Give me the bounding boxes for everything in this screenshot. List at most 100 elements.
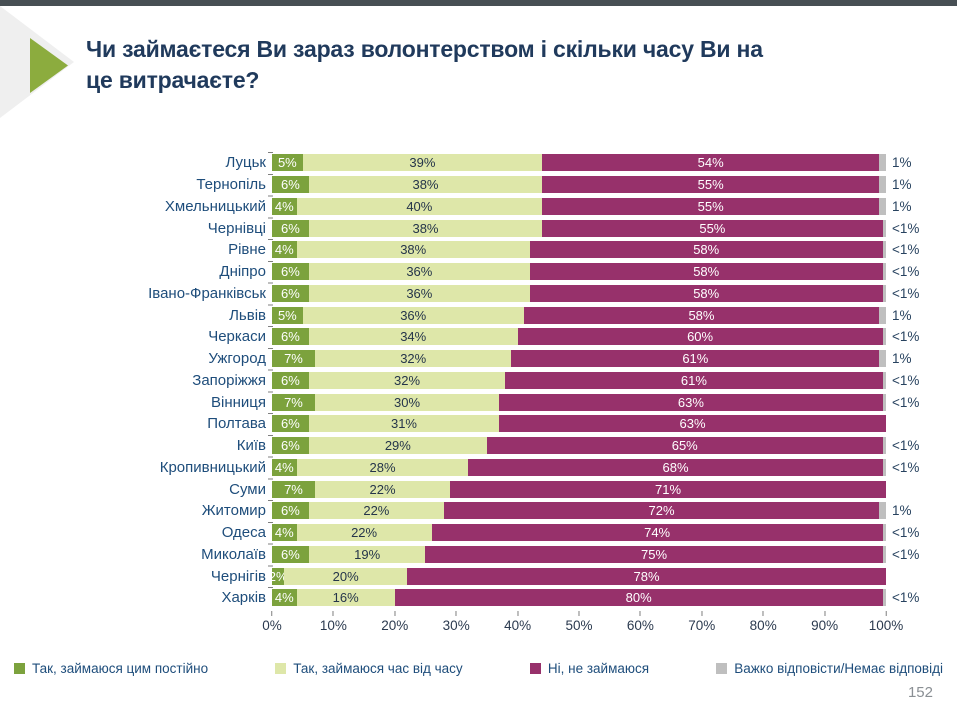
x-axis-tick: 90% [811,610,838,633]
category-label: Суми [229,480,266,498]
x-axis-tick: 80% [750,610,777,633]
category-label: Черкаси [208,328,266,346]
x-axis-tick: 70% [688,610,715,633]
category-label: Тернопіль [196,176,266,194]
x-axis: 0% 10% 20% 30% 40% 50% 60% 70% 80% 90% 100% [262,610,903,637]
x-axis-tick: 10% [320,610,347,633]
bar-segment-occasionally: 22% [308,502,444,520]
legend-label: Важко відповісти/Немає відповіді [734,661,943,676]
bar-segment-constantly: 2% [268,567,288,585]
bar-segment-occasionally: 28% [296,458,469,476]
bar-track: 5% 36% 58% [272,306,886,324]
no-answer-value-label: <1% [892,459,920,475]
category-label: Миколаїв [201,545,266,563]
x-axis-tick: 30% [443,610,470,633]
bar-segment-occasionally: 30% [314,393,500,411]
chart-row: Харків 4% 16% 80% <1% [22,587,956,609]
chart-row: Ужгород 7% 32% 61% 1% [22,348,956,370]
legend-swatch-icon [275,663,287,674]
bar-segment-occasionally: 36% [308,263,530,281]
chart-rows: Луцьк 5% 39% 54% 1% Тернопіль 6% 38% 55% 1% Хмельн… [22,152,956,609]
bar-segment-not-volunteering: 58% [523,306,880,324]
bar-segment-not-volunteering: 80% [394,589,883,607]
bar-segment-not-volunteering: 63% [499,393,883,411]
no-answer-value-label: <1% [892,590,920,606]
chart-row: Кропивницький 4% 28% 68% <1% [22,457,956,479]
no-answer-value-label: <1% [892,329,920,345]
chart-row: Львів 5% 36% 58% 1% [22,304,956,326]
bar-track: 6% 32% 61% [272,371,886,389]
bar-segment-no-answer [882,219,886,237]
legend-swatch-icon [14,663,25,674]
bar-segment-occasionally: 20% [284,567,408,585]
bar-segment-constantly: 6% [272,328,309,346]
category-label: Запоріжжя [192,371,266,389]
bar-segment-no-answer [882,437,886,455]
bar-segment-no-answer [882,524,886,542]
bar-segment-no-answer [879,176,886,194]
bar-track: 4% 22% 74% [272,524,886,542]
category-label: Рівне [228,241,266,259]
slide-title-line2: це витрачаєте? [86,67,260,93]
bar-track: 4% 16% 80% [272,589,886,607]
chart-row: Черкаси 6% 34% 60% <1% [22,326,956,348]
category-label: Чернігів [210,567,266,585]
category-label: Ужгород [208,350,266,368]
bar-track: 6% 38% 55% [272,176,886,194]
page-number: 152 [907,684,933,701]
bar-segment-no-answer [882,393,886,411]
legend-item: Так, займаюся цим постійно [14,661,208,676]
bar-segment-no-answer [879,154,886,172]
bar-track: 6% 36% 58% [272,284,886,302]
category-label: Дніпро [219,263,266,281]
legend-label: Ні, не займаюся [547,661,650,676]
no-answer-value-label: <1% [892,372,920,388]
bar-segment-occasionally: 29% [308,437,487,455]
no-answer-value-label: 1% [892,155,912,171]
bar-segment-not-volunteering: 58% [529,263,883,281]
bar-segment-no-answer [879,502,886,520]
category-label: Полтава [207,415,266,433]
bar-segment-not-volunteering: 72% [443,502,880,520]
bar-segment-occasionally: 31% [308,415,500,433]
bar-segment-no-answer [879,306,886,324]
bar-segment-constantly: 6% [272,502,309,520]
bar-segment-constantly: 6% [272,176,309,194]
no-answer-value-label: <1% [892,220,920,236]
chart-row: Рівне 4% 38% 58% <1% [22,239,956,261]
top-accent-bar [0,0,957,6]
bar-segment-occasionally: 19% [308,545,426,563]
bar-segment-not-volunteering: 55% [542,197,880,215]
legend-swatch-icon [529,663,541,674]
category-label: Київ [236,437,266,455]
bar-segment-occasionally: 39% [302,154,543,172]
bar-segment-no-answer [879,197,886,215]
legend-label: Так, займаюся цим постійно [32,661,209,676]
bar-segment-not-volunteering: 58% [529,241,883,259]
bar-segment-occasionally: 38% [308,176,543,194]
category-label: Кропивницький [159,458,266,476]
bar-segment-not-volunteering: 55% [542,176,880,194]
chart-row: Чернігів 2% 20% 78% [22,565,956,587]
bar-segment-occasionally: 32% [314,350,512,368]
bar-segment-constantly: 6% [272,415,309,433]
bar-segment-occasionally: 40% [296,197,543,215]
bar-track: 7% 30% 63% [272,393,886,411]
bar-track: 6% 29% 65% [272,437,886,455]
no-answer-value-label: <1% [892,285,920,301]
category-label: Чернівці [207,219,266,237]
x-axis-tick: 60% [627,610,654,633]
x-axis-tick: 0% [262,610,282,633]
bar-track: 6% 22% 72% [272,502,886,520]
category-label: Хмельницький [164,197,266,215]
chart-row: Дніпро 6% 36% 58% <1% [22,261,956,283]
bar-segment-occasionally: 16% [296,589,395,607]
bar-segment-no-answer [882,371,886,389]
bar-segment-no-answer [882,263,886,281]
legend-item: Так, займаюся час від часу [275,661,463,676]
no-answer-value-label: <1% [892,438,920,454]
bar-segment-occasionally: 38% [308,219,543,237]
bar-segment-no-answer [882,241,886,259]
chart-row: Івано-Франківськ 6% 36% 58% <1% [22,283,956,305]
